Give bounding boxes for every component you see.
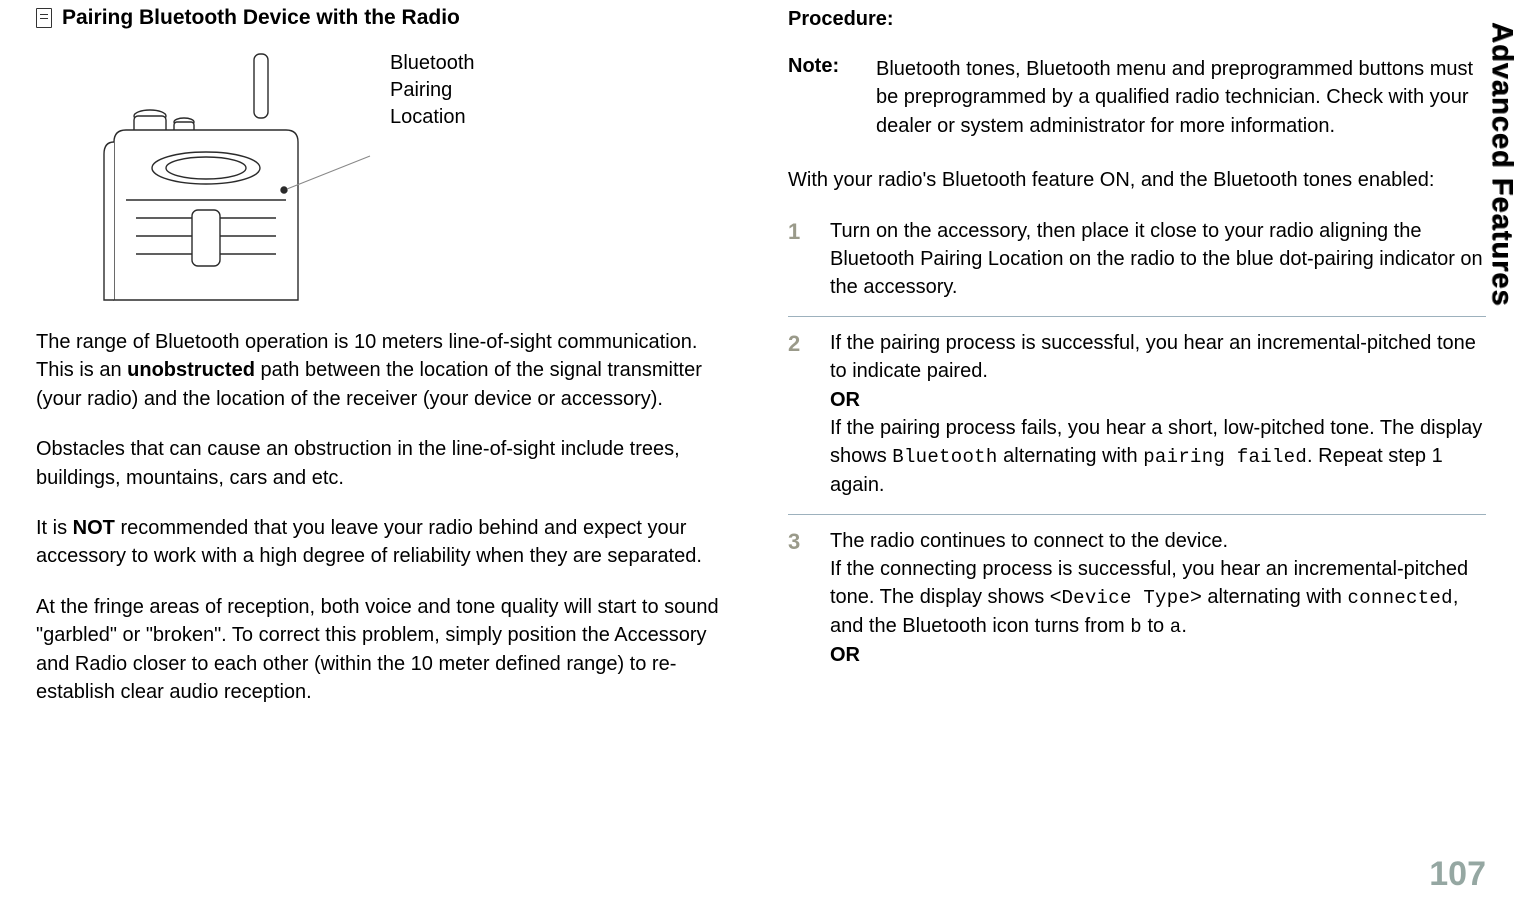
step-number: 3 [788, 527, 812, 670]
side-title: Advanced Features [1485, 22, 1514, 307]
left-p3-bold: NOT [73, 517, 115, 539]
text: . [1181, 615, 1187, 637]
diagram-label-line1: Bluetooth Pairing Location [390, 52, 475, 128]
page-number: 107 [1429, 855, 1486, 894]
text: > alternating with [1190, 586, 1347, 608]
text: Turn on the accessory, then place it clo… [830, 220, 1483, 299]
note-label: Note: [788, 55, 858, 140]
note-row: Note: Bluetooth tones, Bluetooth menu an… [788, 55, 1486, 140]
step-body: The radio continues to connect to the de… [830, 527, 1486, 670]
or-label: OR [830, 644, 860, 666]
step-item: 2 If the pairing process is successful, y… [788, 329, 1486, 500]
step-separator [788, 514, 1486, 515]
text: The radio continues to connect to the de… [830, 530, 1228, 552]
right-intro: With your radio's Bluetooth feature ON, … [788, 166, 1486, 194]
left-column: Pairing Bluetooth Device with the Radio [28, 6, 738, 902]
left-p2: Obstacles that can cause an obstruction … [36, 435, 734, 492]
left-p4: At the fringe areas of reception, both v… [36, 593, 734, 707]
note-body: Bluetooth tones, Bluetooth menu and prep… [876, 55, 1486, 140]
step-body: If the pairing process is successful, yo… [830, 329, 1486, 500]
text: to [1142, 615, 1170, 637]
radio-diagram: Bluetooth Pairing Location [96, 50, 734, 310]
right-column: Procedure: Note: Bluetooth tones, Blueto… [784, 6, 1486, 902]
left-p1-bold: unobstructed [127, 359, 255, 381]
page: Pairing Bluetooth Device with the Radio [0, 0, 1514, 902]
left-p3a: It is [36, 517, 73, 539]
display-text: Bluetooth [892, 446, 997, 468]
left-p3: It is NOT recommended that you leave you… [36, 514, 734, 571]
procedure-heading: Procedure: [788, 8, 1486, 31]
text: alternating with [998, 445, 1144, 467]
display-text: pairing failed [1143, 446, 1307, 468]
text: If the pairing process is successful, yo… [830, 332, 1476, 382]
display-text: Device Type [1061, 587, 1190, 609]
display-text: connected [1348, 587, 1453, 609]
or-label: OR [830, 389, 860, 411]
steps-list: 1Turn on the accessory, then place it cl… [788, 217, 1486, 670]
step-body: Turn on the accessory, then place it clo… [830, 217, 1486, 302]
step-number: 2 [788, 329, 812, 500]
step-item: 1Turn on the accessory, then place it cl… [788, 217, 1486, 302]
left-p1: The range of Bluetooth operation is 10 m… [36, 328, 734, 413]
heading-row: Pairing Bluetooth Device with the Radio [36, 6, 734, 30]
diagram-caption: Bluetooth Pairing Location [390, 50, 475, 131]
radio-svg-icon [96, 50, 376, 310]
doc-icon [36, 8, 52, 28]
columns: Pairing Bluetooth Device with the Radio [28, 6, 1486, 902]
section-heading: Pairing Bluetooth Device with the Radio [62, 6, 460, 30]
step-item: 3 The radio continues to connect to the d… [788, 527, 1486, 670]
left-p3b: recommended that you leave your radio be… [36, 517, 702, 567]
display-text: b [1130, 616, 1142, 638]
display-text: a [1170, 616, 1182, 638]
step-number: 1 [788, 217, 812, 302]
step-separator [788, 316, 1486, 317]
